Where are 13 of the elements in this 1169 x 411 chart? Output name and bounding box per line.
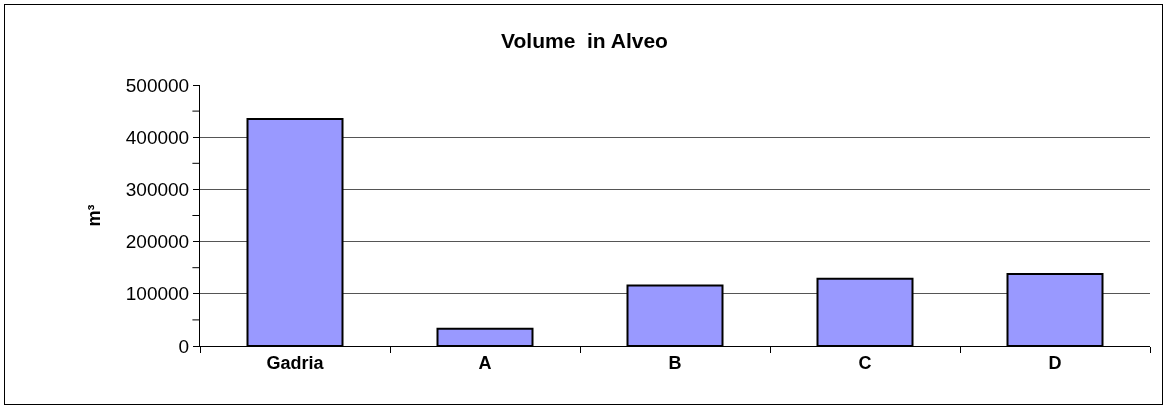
x-tick-label: D xyxy=(1048,352,1062,373)
y-tick-label: 400000 xyxy=(125,126,190,148)
y-tick-label: 0 xyxy=(178,335,190,357)
x-tick-label: B xyxy=(668,352,682,373)
x-tick-label: Gadria xyxy=(266,352,325,373)
y-tick-label: 300000 xyxy=(125,179,190,201)
x-tick-label: A xyxy=(478,352,492,373)
y-tick-label: 100000 xyxy=(125,283,190,305)
y-tick-label: 200000 xyxy=(125,231,190,253)
chart-title: Volume in Alveo xyxy=(501,28,668,52)
x-tick-label: C xyxy=(858,352,872,373)
y-axis-title: m³ xyxy=(83,204,104,227)
y-tick-label: 500000 xyxy=(125,74,190,96)
